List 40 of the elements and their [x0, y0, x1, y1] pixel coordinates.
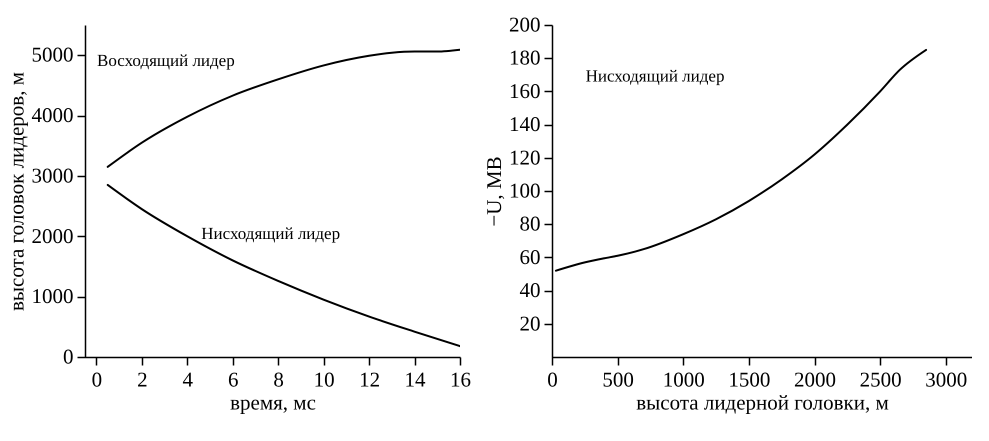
y-tick-label: 1000	[32, 284, 74, 308]
y-tick-label: 100	[509, 178, 540, 202]
x-tick-label: 1000	[662, 368, 705, 392]
x-tick-label: 12	[359, 368, 380, 392]
y-axis-title: −U, МВ	[482, 156, 506, 227]
annotation: Нисходящий лидер	[201, 224, 340, 244]
x-tick-label: 4	[182, 368, 194, 392]
annotation: Восходящий лидер	[97, 50, 235, 70]
y-tick-label: 4000	[32, 103, 74, 128]
y-tick-label: 180	[509, 46, 540, 70]
y-tick-label: 200	[509, 12, 540, 36]
x-tick-label: 10	[314, 368, 335, 392]
line-series	[106, 184, 460, 348]
y-tick-label: 2000	[32, 224, 74, 248]
x-tick-label: 0	[92, 368, 102, 392]
y-tick-label: 60	[520, 244, 540, 269]
x-axis-title: высота лидерной головки, м	[636, 390, 889, 414]
y-tick-label: 5000	[32, 42, 74, 67]
y-tick-label: 120	[509, 145, 540, 170]
x-tick-label: 2000	[794, 368, 836, 392]
x-tick-label: 16	[450, 368, 471, 392]
x-tick-label: 2	[137, 368, 148, 392]
y-tick-label: 0	[63, 344, 74, 368]
y-tick-label: 40	[520, 278, 540, 302]
y-tick-label: 80	[520, 212, 540, 236]
x-axis-title: время, мс	[230, 390, 316, 414]
y-axis-title: высота головок лидеров, м	[4, 72, 28, 312]
x-tick-label: 8	[273, 368, 284, 392]
y-tick-label: 140	[509, 112, 540, 136]
x-tick-label: 2500	[860, 368, 902, 392]
y-tick-label: 160	[509, 78, 540, 103]
x-tick-label: 6	[228, 368, 238, 392]
x-tick-label: 1500	[728, 368, 770, 392]
x-tick-label: 0	[547, 368, 558, 392]
x-tick-label: 14	[404, 368, 426, 392]
x-tick-label: 500	[602, 368, 634, 392]
x-tick-label: 3000	[925, 368, 968, 392]
annotation: Нисходящий лидер	[586, 66, 724, 86]
y-tick-label: 20	[520, 311, 540, 336]
y-tick-label: 3000	[32, 163, 74, 188]
